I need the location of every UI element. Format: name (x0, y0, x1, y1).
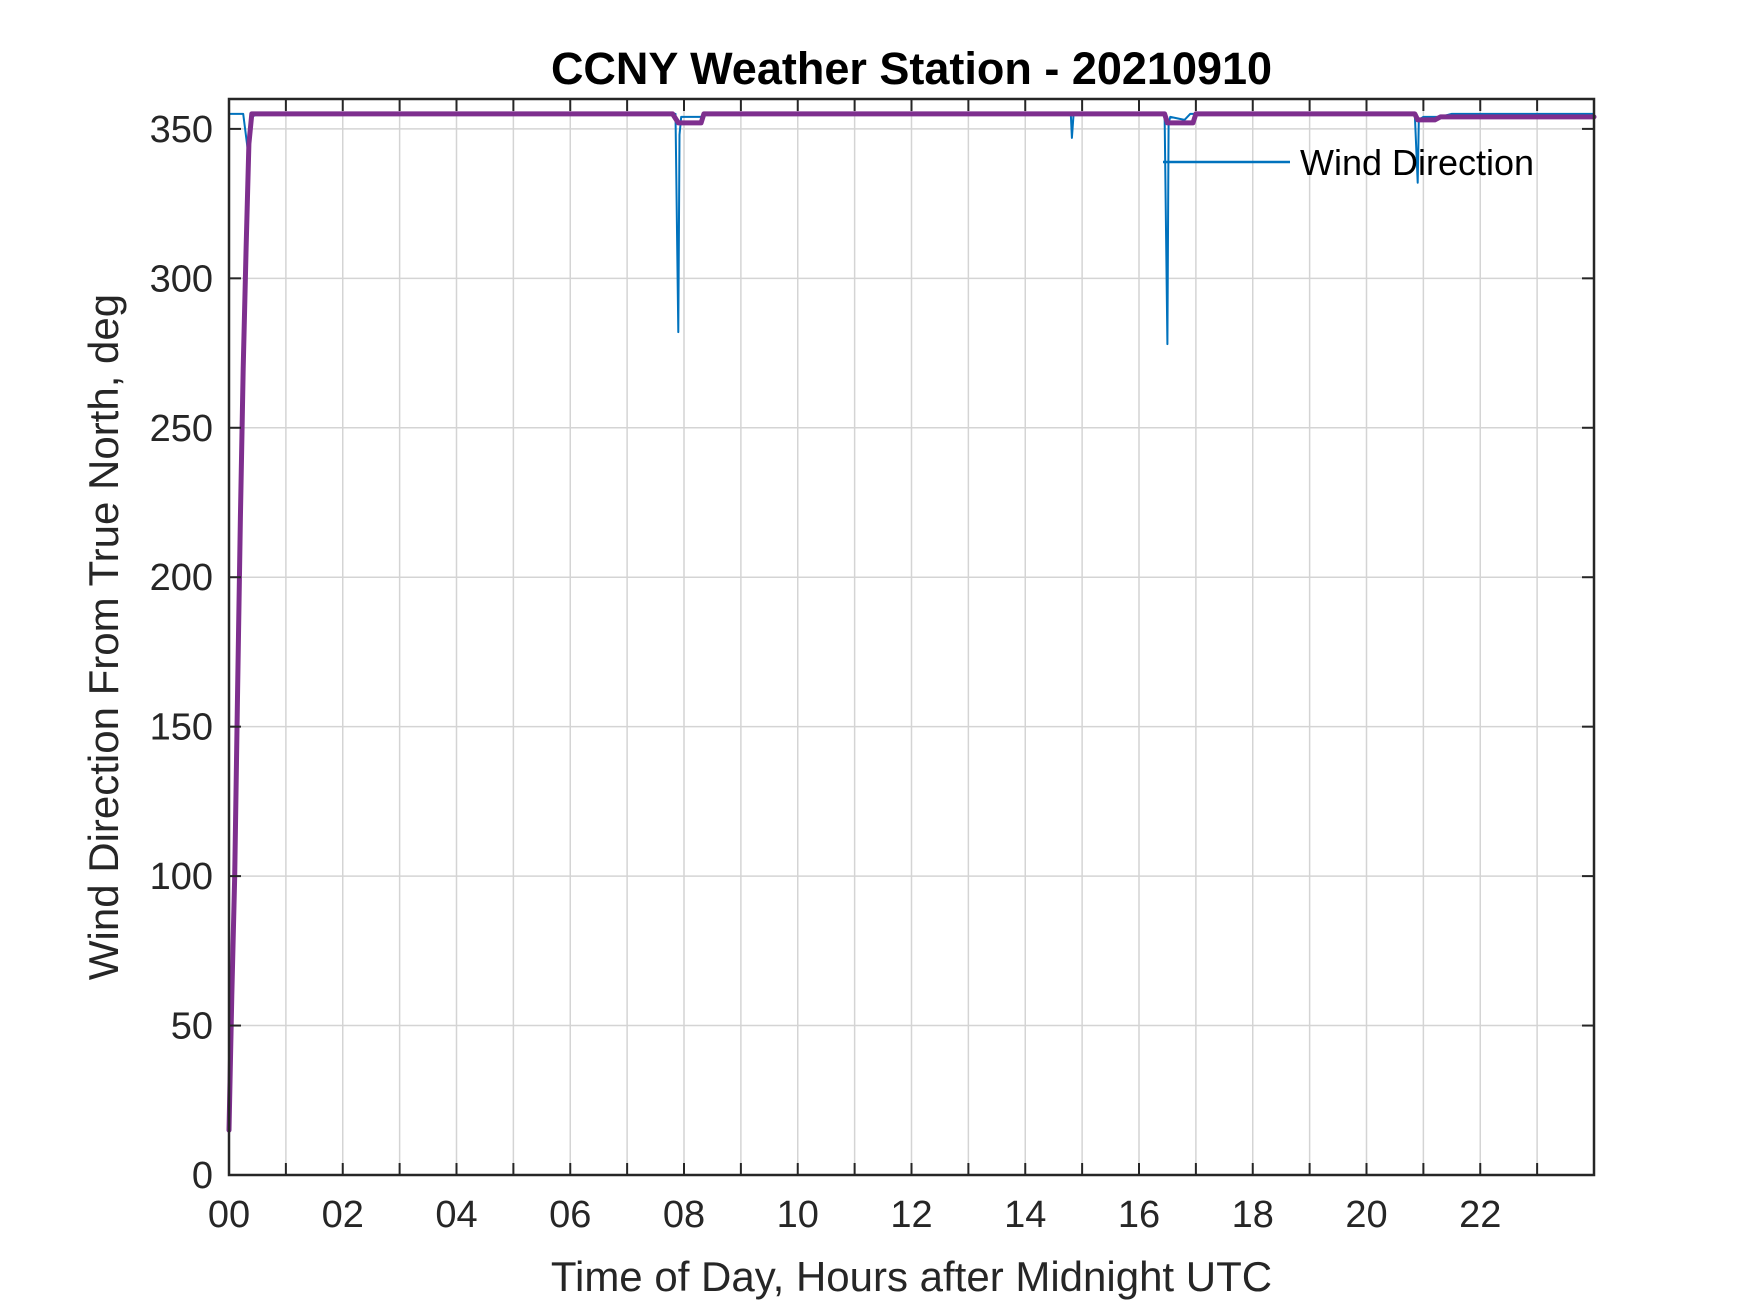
x-tick-label: 04 (435, 1194, 477, 1236)
x-tick-label: 12 (890, 1194, 932, 1236)
x-tick-labels: 00 02 04 06 08 10 12 14 16 18 20 22 (208, 1194, 1502, 1236)
y-tick-label: 100 (150, 856, 213, 898)
y-tick-label: 150 (150, 707, 213, 749)
y-tick-label: 0 (192, 1155, 213, 1197)
x-tick-label: 20 (1345, 1194, 1387, 1236)
series-line-smoothed (226, 111, 1597, 1133)
y-tick-label: 350 (150, 109, 213, 151)
y-tick-label: 50 (171, 1006, 213, 1048)
grid-lines (229, 99, 1594, 1175)
chart-title: CCNY Weather Station - 20210910 (551, 43, 1272, 94)
y-tick-label: 200 (150, 557, 213, 599)
legend-entry-wind-direction: Wind Direction (1300, 142, 1534, 183)
y-tick-labels: 0 50 100 150 200 250 300 350 (150, 109, 213, 1197)
x-axis-label: Time of Day, Hours after Midnight UTC (551, 1253, 1272, 1300)
x-tick-label: 00 (208, 1194, 250, 1236)
x-tick-label: 18 (1232, 1194, 1274, 1236)
tick-marks (229, 99, 1594, 1176)
x-tick-label: 16 (1118, 1194, 1160, 1236)
x-tick-label: 10 (777, 1194, 819, 1236)
y-axis-label: Wind Direction From True North, deg (80, 294, 127, 980)
series-layer (226, 111, 1597, 1133)
x-tick-label: 14 (1004, 1194, 1046, 1236)
x-tick-label: 02 (322, 1194, 364, 1236)
x-tick-label: 08 (663, 1194, 705, 1236)
x-tick-label: 22 (1459, 1194, 1501, 1236)
x-tick-label: 06 (549, 1194, 591, 1236)
legend: Wind Direction (1163, 142, 1534, 183)
y-tick-label: 250 (150, 408, 213, 450)
y-tick-label: 300 (150, 258, 213, 300)
